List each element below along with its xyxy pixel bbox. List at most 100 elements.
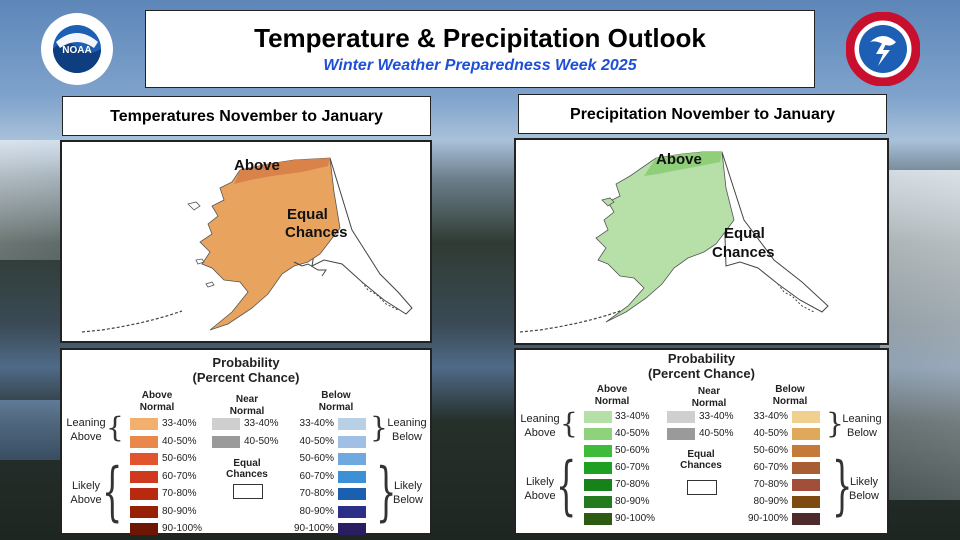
above-range-label: 33-40% [162, 418, 197, 429]
leaning-below-label: Leaning Below [387, 417, 427, 443]
likely-below-label: Likely Below [849, 476, 879, 502]
above-range-label: 80-90% [615, 496, 650, 507]
likely-below-label: Likely Below [393, 480, 423, 506]
above-range-label: 70-80% [615, 479, 650, 490]
above-range-label: 70-80% [162, 488, 197, 499]
near-range-label: 33-40% [244, 418, 279, 429]
svg-text:NOAA: NOAA [62, 45, 91, 56]
below-swatch [792, 479, 820, 491]
likely-above-label: Likely Above [70, 480, 102, 506]
above-swatch [584, 496, 612, 508]
likely-below-brace: } [832, 449, 853, 523]
equal-chances-swatch [233, 484, 263, 499]
temperature-outlook-map: Above Equal Chances [60, 140, 432, 343]
precipitation-outlook-map: Above Equal Chances [514, 138, 889, 345]
below-range-label: 60-70% [299, 470, 334, 482]
above-range-label: 33-40% [615, 411, 650, 422]
likely-below-brace: } [376, 455, 397, 529]
above-range-label: 50-60% [162, 453, 197, 464]
leaning-above-label: Leaning Above [520, 413, 560, 439]
below-swatch [338, 488, 366, 500]
above-swatch [130, 505, 158, 518]
above-range-label: 90-100% [615, 513, 656, 524]
temperature-panel-title: Temperatures November to January [62, 96, 431, 136]
below-range-label: 50-60% [299, 453, 334, 464]
below-range-label: 33-40% [299, 418, 334, 429]
below-swatch [792, 428, 820, 440]
precipitation-probability-legend: Probability (Percent Chance) Above Normal… [514, 348, 889, 535]
below-swatch [792, 445, 820, 457]
temp-above-region [199, 157, 341, 331]
below-range-label: 33-40% [753, 411, 788, 422]
below-swatch [338, 435, 366, 448]
near-range-label: 40-50% [244, 435, 279, 447]
above-swatch [130, 470, 158, 483]
above-swatch [130, 453, 158, 465]
legend-subtitle: (Percent Chance) [192, 370, 300, 385]
near-range-label: 33-40% [699, 411, 734, 422]
precipitation-panel-title: Precipitation November to January [518, 94, 887, 134]
below-swatch [338, 523, 366, 535]
precipitation-equal-label: Equal [724, 225, 765, 242]
above-swatch [584, 411, 612, 423]
below-swatch [792, 411, 820, 423]
above-range-label: 50-60% [615, 445, 650, 456]
above-range-label: 80-90% [162, 505, 197, 517]
near-normal-heading: Near Normal [691, 386, 727, 409]
below-range-label: 90-100% [294, 523, 335, 534]
below-swatch [338, 470, 366, 483]
above-normal-heading: Above Normal [139, 390, 175, 413]
background-photo-snowy-trees [880, 170, 960, 500]
leaning-below-label: Leaning Below [842, 413, 882, 439]
leaning-below-brace: } [370, 411, 388, 444]
below-range-label: 70-80% [299, 488, 334, 499]
above-swatch [584, 513, 612, 525]
equal-chances-label: Equal Chances [226, 458, 268, 480]
leaning-below-brace: } [826, 407, 844, 440]
below-normal-heading: Below Normal [318, 390, 354, 413]
below-range-label: 80-90% [299, 505, 334, 517]
legend-title: Probability [212, 355, 280, 370]
nws-logo-icon [846, 12, 920, 86]
below-range-label: 70-80% [753, 479, 788, 490]
likely-above-brace: { [102, 455, 123, 529]
above-swatch [130, 523, 158, 535]
below-swatch [792, 513, 820, 525]
above-swatch [130, 418, 158, 430]
below-swatch [338, 505, 366, 518]
likely-above-label: Likely Above [524, 476, 556, 502]
above-range-label: 60-70% [162, 470, 197, 482]
above-swatch [584, 462, 612, 474]
near-swatch [667, 411, 695, 423]
near-swatch [212, 435, 240, 448]
above-range-label: 60-70% [615, 462, 650, 473]
likely-above-brace: { [556, 449, 577, 523]
precipitation-above-label: Above [656, 151, 702, 168]
temperature-equal-label: Equal [287, 206, 328, 223]
near-swatch [667, 428, 695, 440]
above-range-label: 40-50% [162, 435, 197, 447]
near-normal-heading: Near Normal [229, 394, 265, 417]
leaning-above-brace: { [560, 407, 578, 440]
alaska-temperature-map [81, 157, 413, 333]
below-swatch [338, 453, 366, 465]
page-subtitle: Winter Weather Preparedness Week 2025 [323, 57, 637, 74]
legend-subtitle: (Percent Chance) [648, 366, 755, 381]
equal-chances-label: Equal Chances [680, 449, 722, 471]
legend-title: Probability [667, 351, 736, 366]
above-swatch [130, 435, 158, 448]
below-range-label: 60-70% [753, 462, 788, 473]
below-range-label: 40-50% [753, 428, 788, 439]
above-range-label: 90-100% [162, 523, 203, 534]
below-range-label: 90-100% [748, 513, 789, 524]
leaning-above-brace: { [106, 411, 124, 444]
equal-chances-swatch [687, 480, 717, 495]
leaning-above-label: Leaning Above [66, 417, 106, 443]
above-swatch [130, 488, 158, 500]
precip-above-region [595, 151, 735, 323]
below-range-label: 80-90% [753, 496, 788, 507]
alaska-precipitation-map [519, 151, 829, 333]
below-swatch [338, 418, 366, 430]
temperature-probability-legend: Probability (Percent Chance) Above Normal… [60, 348, 432, 535]
below-swatch [792, 462, 820, 474]
